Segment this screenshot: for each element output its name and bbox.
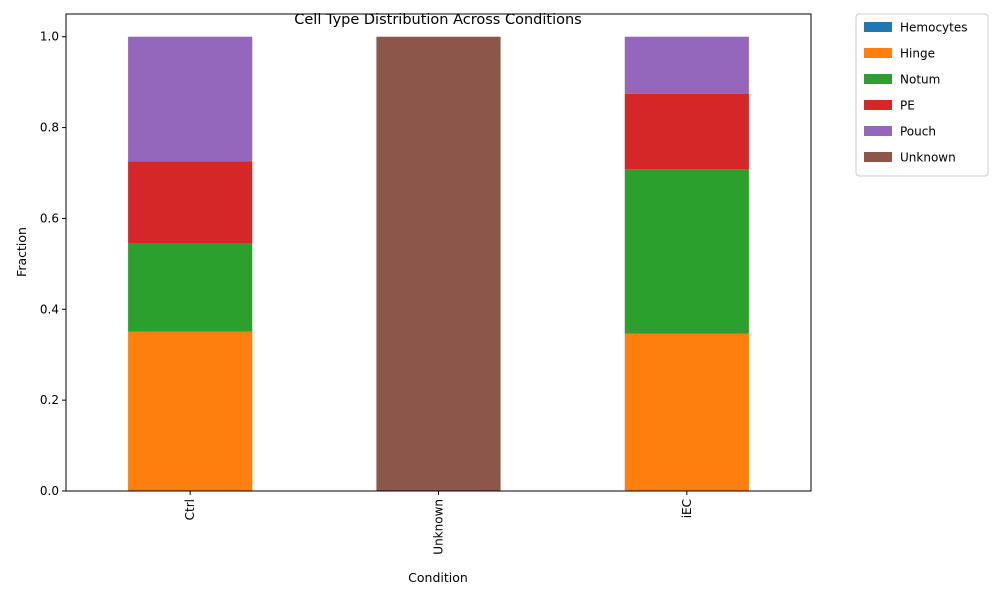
legend-swatch-notum: [864, 74, 892, 84]
legend: Hemocytes Hinge Notum PE Pouch Unknown: [855, 13, 989, 177]
bar-segment-unknown-unknown: [376, 36, 501, 491]
legend-label-hinge: Hinge: [900, 47, 935, 61]
legend-swatch-hinge: [864, 48, 892, 58]
y-axis-label: Fraction: [14, 227, 29, 277]
chart-title: Cell Type Distribution Across Conditions: [294, 12, 581, 28]
y-axis: 0.0 0.2 0.4 0.6 0.8 1.0: [40, 30, 66, 498]
legend-label-pouch: Pouch: [900, 125, 936, 139]
bar-segment-pe-ctrl: [128, 161, 253, 244]
legend-swatch-hemocytes: [864, 22, 892, 32]
bar-segment-notum-iec: [624, 169, 749, 334]
bar-segment-pe-iec: [624, 93, 749, 170]
bar-segment-pouch-iec: [624, 36, 749, 94]
y-tick-label: 0.6: [40, 211, 59, 225]
y-tick-label: 0.4: [40, 302, 59, 316]
bar-segment-pouch-ctrl: [128, 36, 253, 162]
legend-label-notum: Notum: [900, 73, 940, 87]
legend-label-unknown: Unknown: [900, 151, 956, 165]
legend-items: Hemocytes Hinge Notum PE Pouch Unknown: [864, 21, 967, 165]
y-tick-label: 1.0: [40, 30, 59, 44]
x-tick-label-unknown: Unknown: [432, 499, 446, 555]
legend-label-hemocytes: Hemocytes: [900, 21, 967, 35]
bar-segment-hinge-iec: [624, 333, 749, 491]
y-tick-label: 0.0: [40, 484, 59, 498]
legend-swatch-unknown: [864, 152, 892, 162]
bar-segment-hinge-ctrl: [128, 331, 253, 491]
x-tick-label-ctrl: Ctrl: [183, 499, 197, 520]
legend-swatch-pe: [864, 100, 892, 110]
y-tick-label: 0.8: [40, 121, 59, 135]
x-axis-label: Condition: [408, 570, 468, 585]
x-tick-label-iec: iEC: [680, 499, 694, 518]
bars-group: [128, 36, 749, 491]
y-tick-label: 0.2: [40, 393, 59, 407]
bar-segment-notum-ctrl: [128, 243, 253, 332]
legend-swatch-pouch: [864, 126, 892, 136]
legend-label-pe: PE: [900, 99, 915, 113]
x-axis: Ctrl Unknown iEC: [183, 491, 694, 555]
